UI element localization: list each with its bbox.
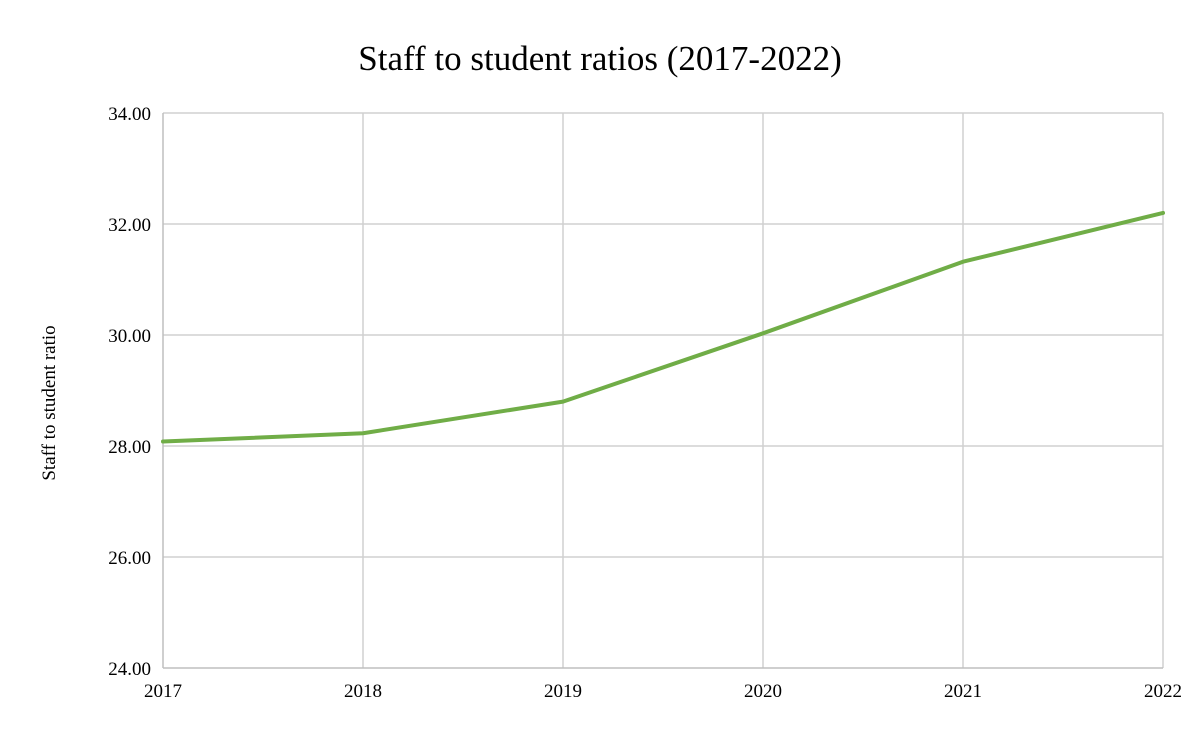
y-tick-label: 26.00 [108,548,151,569]
x-tick-label: 2022 [1144,681,1182,702]
y-tick-label: 28.00 [108,437,151,458]
chart-title: Staff to student ratios (2017-2022) [358,39,841,78]
x-tick-label: 2017 [144,681,182,702]
x-tick-label: 2021 [944,681,982,702]
y-axis-title: Staff to student ratio [39,325,60,480]
y-tick-label: 34.00 [108,104,151,125]
series-line [161,210,1165,444]
series-lines [161,210,1165,444]
axes [162,113,1163,669]
y-tick-label: 24.00 [108,659,151,680]
gridlines [163,112,1164,668]
y-tick-label: 32.00 [108,215,151,236]
x-tick-label: 2020 [744,681,782,702]
x-tick-label: 2019 [544,681,582,702]
x-tick-label: 2018 [344,681,382,702]
y-tick-label: 30.00 [108,326,151,347]
tick-labels: 24.00 26.00 28.00 30.00 32.00 34.00 2017 2018 20… [108,104,1182,702]
